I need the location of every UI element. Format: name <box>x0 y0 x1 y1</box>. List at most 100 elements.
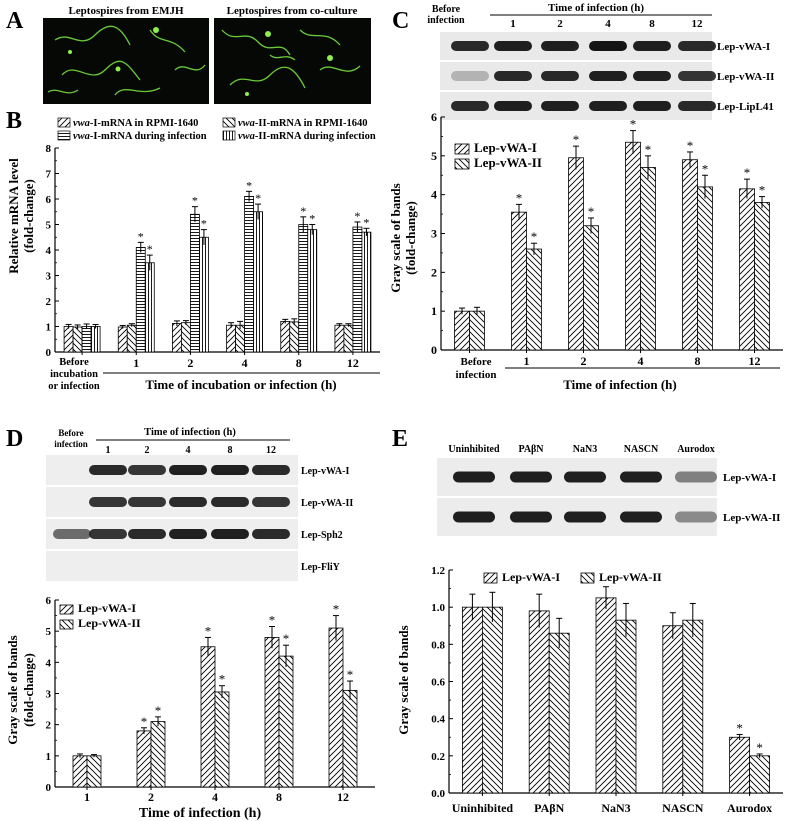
significance-star: * <box>573 132 580 147</box>
legend-swatch-b1 <box>57 117 71 128</box>
bar <box>697 186 713 351</box>
chart-c: 01234561**2**4**8**12**Lep-vWA-ILep-vWA-… <box>431 110 783 368</box>
blot-band <box>675 471 717 483</box>
legend-swatch <box>59 619 74 630</box>
x-tick-label: 4 <box>638 354 644 368</box>
x-tick-label: 2 <box>187 356 193 370</box>
blot-band <box>633 41 671 51</box>
blot-band <box>494 101 532 111</box>
blot-lane-label: PAβN <box>518 444 544 455</box>
legend-label-b4: vwa-II-mRNA during infection <box>238 131 376 142</box>
panel-letter-b: B <box>6 108 22 134</box>
significance-star: * <box>756 740 763 755</box>
y-tick-label: 1 <box>46 751 52 763</box>
blot-band <box>564 471 606 483</box>
bar <box>135 247 146 353</box>
blot-band <box>510 511 552 523</box>
image-label-emjh: Leptospires from EMJH <box>68 5 184 17</box>
before-b-line1: Before <box>59 357 89 368</box>
significance-star: * <box>516 190 523 205</box>
blot-lane-label: 12 <box>692 18 704 30</box>
bar <box>200 646 216 788</box>
blot-header-d: Time of infection (h) <box>144 427 236 438</box>
legend-swatch <box>580 572 595 584</box>
bar <box>682 159 698 351</box>
significance-star: * <box>687 138 694 153</box>
legend-label: Lep-vWA-II <box>599 570 662 584</box>
x-tick-label: 4 <box>242 356 248 370</box>
blot-band <box>589 41 627 51</box>
y-tick-label: 5 <box>46 626 52 638</box>
x-tick-label: 12 <box>337 790 349 804</box>
legend-swatch-b3 <box>57 130 71 141</box>
blot-band <box>678 101 716 111</box>
legend-swatch <box>454 158 470 170</box>
blot-band <box>678 71 716 81</box>
blot-band <box>633 101 671 111</box>
y-tick-label: 3 <box>431 227 437 241</box>
x-tick-label: 12 <box>749 354 761 368</box>
significance-star: * <box>630 117 637 132</box>
blot-row-label: Lep-Sph2 <box>301 530 343 541</box>
bar <box>172 323 182 353</box>
panel-letter-d: D <box>6 426 23 452</box>
y-tick-label: 1.2 <box>431 565 445 577</box>
bar <box>595 597 617 794</box>
blot-band <box>510 471 552 483</box>
significance-star: * <box>201 217 207 231</box>
blot-band <box>169 497 207 507</box>
significance-star: * <box>588 204 595 219</box>
blot-band <box>451 101 489 111</box>
bar <box>144 262 155 353</box>
blot-row-label: Lep-vWA-I <box>717 41 770 53</box>
blot-band <box>451 41 489 51</box>
bar <box>181 322 191 353</box>
blot-e: Lep-vWA-I Lep-vWA-II Uninhibited PAβN NaN3 NA… <box>437 444 780 536</box>
significance-star: * <box>759 183 766 198</box>
bar <box>90 326 101 353</box>
blot-lane-label: 8 <box>228 445 233 456</box>
blot-strip <box>46 551 298 581</box>
y-tick-label: 4 <box>46 657 52 669</box>
bar <box>461 606 483 794</box>
legend-label: Lep-vWA-I <box>502 570 560 584</box>
blot-band <box>453 511 495 523</box>
blot-band <box>620 511 662 523</box>
significance-star: * <box>309 212 315 226</box>
significance-star: * <box>269 612 276 627</box>
xlabel-d: Time of infection (h) <box>139 806 262 821</box>
bar <box>352 226 363 353</box>
significance-star: * <box>219 672 226 687</box>
blot-lane-label: 2 <box>145 445 150 456</box>
blot-lane-label: 1 <box>106 445 111 456</box>
before-c-line2: infection <box>456 369 497 381</box>
significance-star: * <box>192 194 198 208</box>
blot-band <box>620 471 662 483</box>
blot-header-c: Time of infection (h) <box>548 2 644 14</box>
blot-row-label: Lep-LipL41 <box>717 101 774 113</box>
significance-star: * <box>744 165 751 180</box>
blot-band <box>675 511 717 523</box>
bar <box>640 167 656 351</box>
ylabel-c-line1: Gray scale of bands <box>388 183 403 292</box>
blot-band <box>453 471 495 483</box>
blot-band <box>633 71 671 81</box>
bar <box>278 655 294 788</box>
ylabel-d-line2: (fold-change) <box>21 653 36 727</box>
significance-star: * <box>347 667 354 682</box>
blot-lane-label: 1 <box>510 18 516 30</box>
blot-band <box>89 529 127 539</box>
significance-star: * <box>205 623 212 638</box>
bar <box>126 324 137 353</box>
significance-star: * <box>246 178 252 192</box>
bar <box>625 141 641 351</box>
x-tick-label: 2 <box>148 790 154 804</box>
blot-band <box>128 529 166 539</box>
bar <box>81 326 92 353</box>
panel-b: B vwa-I-mRNA in RPMI-1640 vwa-II-mRNA in… <box>6 108 380 392</box>
y-tick-label: 0 <box>46 782 52 794</box>
significance-star: * <box>702 161 709 176</box>
